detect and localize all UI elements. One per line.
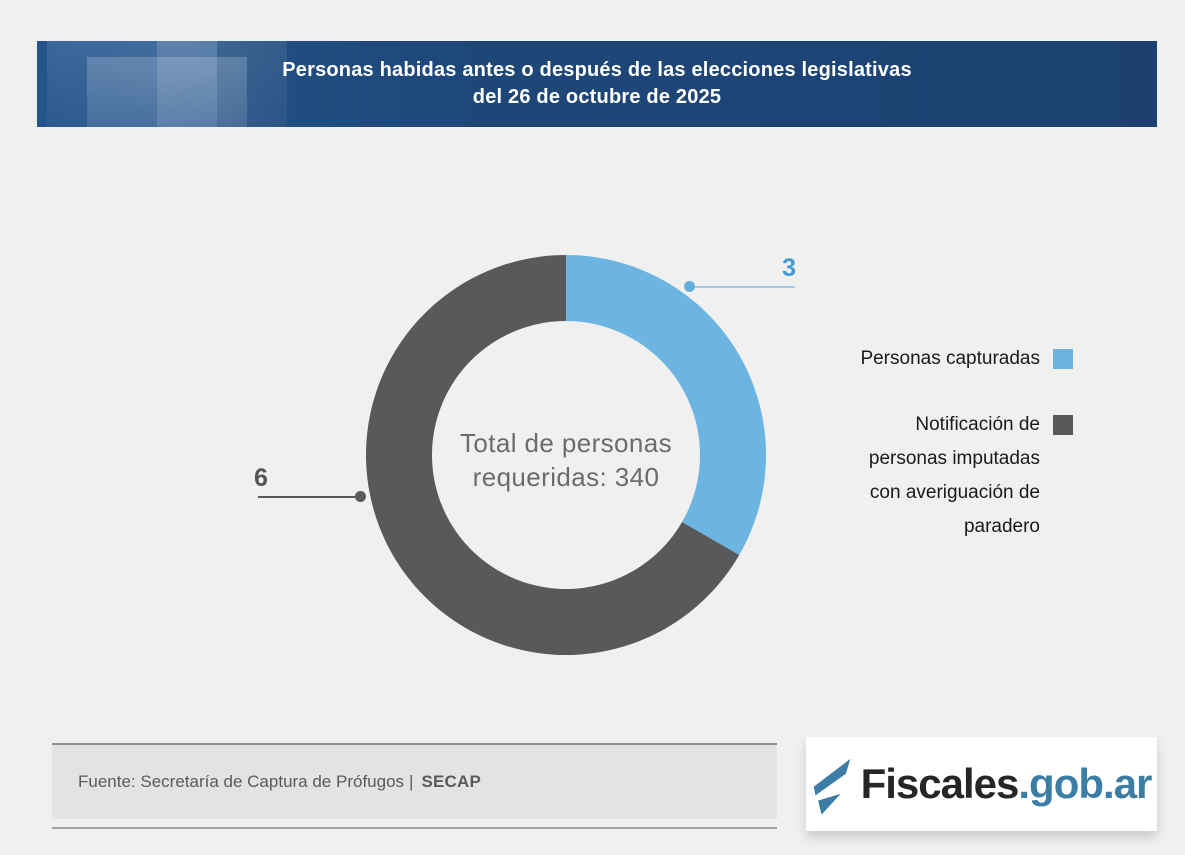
- legend-label-notificacion: Notificación de personas imputadas con a…: [868, 414, 1040, 537]
- source-bar: Fuente: Secretaría de Captura de Prófugo…: [52, 745, 777, 819]
- legend-label-personas-capturadas: Personas capturadas: [860, 348, 1040, 369]
- source-separator: |: [409, 772, 414, 791]
- legend-item-personas-capturadas: Personas capturadas: [848, 342, 1073, 376]
- source-text: Fuente: Secretaría de Captura de Prófugo…: [78, 772, 405, 791]
- source-org: SECAP: [421, 772, 482, 791]
- chart-legend: Personas capturadas Notificación de pers…: [848, 342, 1073, 544]
- page-title-line1: Personas habidas antes o después de las …: [282, 59, 912, 81]
- donut-chart: [366, 255, 766, 655]
- legend-item-notificacion: Notificación de personas imputadas con a…: [848, 408, 1073, 544]
- value-label-personas-capturadas: 3: [782, 254, 796, 282]
- logo-text-fiscales: Fiscales: [860, 760, 1020, 807]
- callout-dot-notificacion: [355, 491, 366, 502]
- legend-swatch-notificacion: [1053, 415, 1073, 435]
- donut-segment-personas-capturadas: [566, 255, 766, 555]
- logo-text-gobar: .gob.ar: [1018, 760, 1152, 807]
- fiscales-flag-icon: [813, 758, 850, 815]
- legend-swatch-personas-capturadas: [1053, 349, 1073, 369]
- fiscales-logo-card: Fiscales.gob.ar: [806, 737, 1157, 831]
- donut-center-label-line2: requeridas: 340: [472, 462, 660, 492]
- page-title-line2: del 26 de octubre de 2025: [472, 86, 722, 108]
- footer-divider-bottom: [52, 827, 777, 829]
- donut-center-label: Total de personas requeridas: 340: [413, 426, 719, 494]
- donut-center-label-line1: Total de personas: [459, 428, 673, 458]
- logo-wordmark: Fiscales.gob.ar: [860, 760, 1153, 808]
- page-title: Personas habidas antes o después de las …: [37, 41, 1157, 127]
- footer-divider-top: [52, 743, 777, 745]
- callout-line-personas-capturadas: [690, 286, 795, 288]
- value-label-notificacion: 6: [254, 464, 268, 492]
- banner-decoration-rectangle: [87, 57, 247, 127]
- banner-decoration-rectangle: [157, 41, 287, 127]
- header-banner: Personas habidas antes o después de las …: [37, 41, 1157, 127]
- callout-line-notificacion: [258, 496, 361, 498]
- donut-segment-notificacion-averiguacion-paradero: [366, 255, 740, 655]
- banner-decoration-rectangle: [47, 41, 217, 127]
- callout-dot-personas-capturadas: [684, 281, 695, 292]
